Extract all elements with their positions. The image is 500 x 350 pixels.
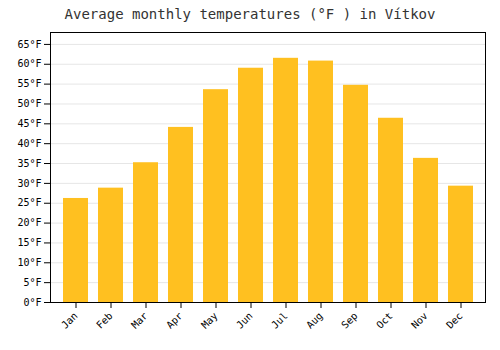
svg-text:Jun: Jun — [234, 310, 255, 331]
svg-text:Apr: Apr — [164, 310, 185, 331]
svg-text:Nov: Nov — [409, 310, 430, 331]
svg-text:Feb: Feb — [94, 310, 115, 331]
svg-text:Aug: Aug — [304, 310, 325, 331]
svg-text:Sep: Sep — [339, 310, 360, 331]
svg-text:30°F: 30°F — [17, 178, 41, 189]
svg-text:65°F: 65°F — [17, 39, 41, 50]
svg-text:15°F: 15°F — [17, 237, 41, 248]
svg-text:Jul: Jul — [269, 310, 290, 331]
svg-text:0°F: 0°F — [23, 297, 41, 308]
svg-text:40°F: 40°F — [17, 138, 41, 149]
svg-text:Oct: Oct — [374, 310, 395, 331]
svg-text:50°F: 50°F — [17, 98, 41, 109]
svg-text:25°F: 25°F — [17, 197, 41, 208]
svg-text:35°F: 35°F — [17, 158, 41, 169]
html-text:Average monthly temperatures (: Average monthly temperatures (°F ) in Ví… — [64, 6, 436, 22]
svg-text:5°F: 5°F — [23, 277, 41, 288]
svg-text:10°F: 10°F — [17, 257, 41, 268]
svg-text:Mar: Mar — [129, 310, 150, 331]
svg-text:55°F: 55°F — [17, 78, 41, 89]
svg-text:May: May — [199, 310, 220, 331]
svg-text:20°F: 20°F — [17, 217, 41, 228]
svg-text:60°F: 60°F — [17, 58, 41, 69]
svg-text:45°F: 45°F — [17, 118, 41, 129]
svg-text:Jan: Jan — [59, 310, 80, 331]
svg-text:Dec: Dec — [444, 310, 465, 331]
